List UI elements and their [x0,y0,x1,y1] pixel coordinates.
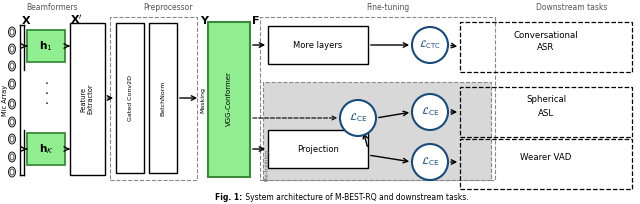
Ellipse shape [8,27,15,37]
Text: Wearer VAD: Wearer VAD [520,153,572,163]
Bar [268,26,368,64]
Ellipse shape [10,29,14,35]
Text: $\mathcal{L}_{\mathrm{CE}}$: $\mathcal{L}_{\mathrm{CE}}$ [420,156,439,168]
Circle shape [412,27,448,63]
Ellipse shape [8,167,15,177]
Ellipse shape [8,44,15,54]
Text: Pre-training: Pre-training [264,149,269,181]
Text: $\bf{F}$: $\bf{F}$ [251,14,259,26]
Text: $\mathbf{h}_1$: $\mathbf{h}_1$ [39,39,52,53]
Text: Fig. 1:: Fig. 1: [215,194,243,203]
Text: Conversational: Conversational [514,31,579,40]
Text: $\bf{X}$: $\bf{X}$ [21,14,31,26]
Text: $\mathcal{L}_{\mathrm{CE}}$: $\mathcal{L}_{\mathrm{CE}}$ [349,112,367,124]
Ellipse shape [10,46,14,52]
Text: Preprocessor: Preprocessor [143,3,193,12]
Ellipse shape [8,79,15,89]
Ellipse shape [10,63,14,69]
Text: $\cdot$: $\cdot$ [44,76,48,90]
Circle shape [412,144,448,180]
Text: $\cdot$: $\cdot$ [44,96,48,110]
Ellipse shape [8,134,15,144]
Bar [268,130,368,168]
Ellipse shape [10,101,14,107]
Ellipse shape [10,169,14,175]
Text: System architecture of M-BEST-RQ and downstream tasks.: System architecture of M-BEST-RQ and dow… [243,194,468,203]
Ellipse shape [10,81,14,87]
Bar [263,82,491,180]
Ellipse shape [10,136,14,142]
Ellipse shape [8,61,15,71]
Bar [149,23,177,173]
Bar [70,23,105,175]
Text: Mic Array: Mic Array [2,84,8,115]
Bar [27,30,65,62]
Text: Downstream tasks: Downstream tasks [536,3,608,12]
Bar [110,17,197,180]
Text: Fine-tuning: Fine-tuning [366,3,410,12]
Ellipse shape [8,99,15,109]
Circle shape [340,100,376,136]
Text: $\cdot$: $\cdot$ [44,86,48,100]
Text: Spherical: Spherical [526,95,566,104]
Bar [460,87,632,137]
Text: Gated Conv2D: Gated Conv2D [127,75,132,121]
Text: Masking: Masking [200,87,205,113]
Bar [27,133,65,165]
Text: Projection: Projection [297,144,339,153]
Text: $\bf{X}'$: $\bf{X}'$ [70,13,83,27]
Text: Feature
Extractor: Feature Extractor [81,84,93,114]
Text: ASL: ASL [538,109,554,118]
Ellipse shape [8,152,15,162]
Bar [116,23,144,173]
Text: BatchNorm: BatchNorm [161,80,166,116]
Text: $\mathbf{h}_K$: $\mathbf{h}_K$ [38,142,53,156]
Text: Beamformers: Beamformers [26,3,78,12]
Circle shape [412,94,448,130]
Text: $\bf{Y}$: $\bf{Y}$ [200,14,210,26]
Text: More layers: More layers [293,41,342,50]
Text: $\mathcal{L}_{\mathrm{CTC}}$: $\mathcal{L}_{\mathrm{CTC}}$ [419,39,441,51]
Ellipse shape [10,154,14,160]
Text: $\mathcal{L}_{\mathrm{CE}}$: $\mathcal{L}_{\mathrm{CE}}$ [420,106,439,118]
Bar [460,22,632,72]
Ellipse shape [10,119,14,125]
Bar [460,139,632,189]
Text: VGG-Conformer: VGG-Conformer [226,72,232,126]
Ellipse shape [8,117,15,127]
Text: ASR: ASR [538,43,555,52]
Bar [208,22,250,177]
Bar [260,17,495,180]
